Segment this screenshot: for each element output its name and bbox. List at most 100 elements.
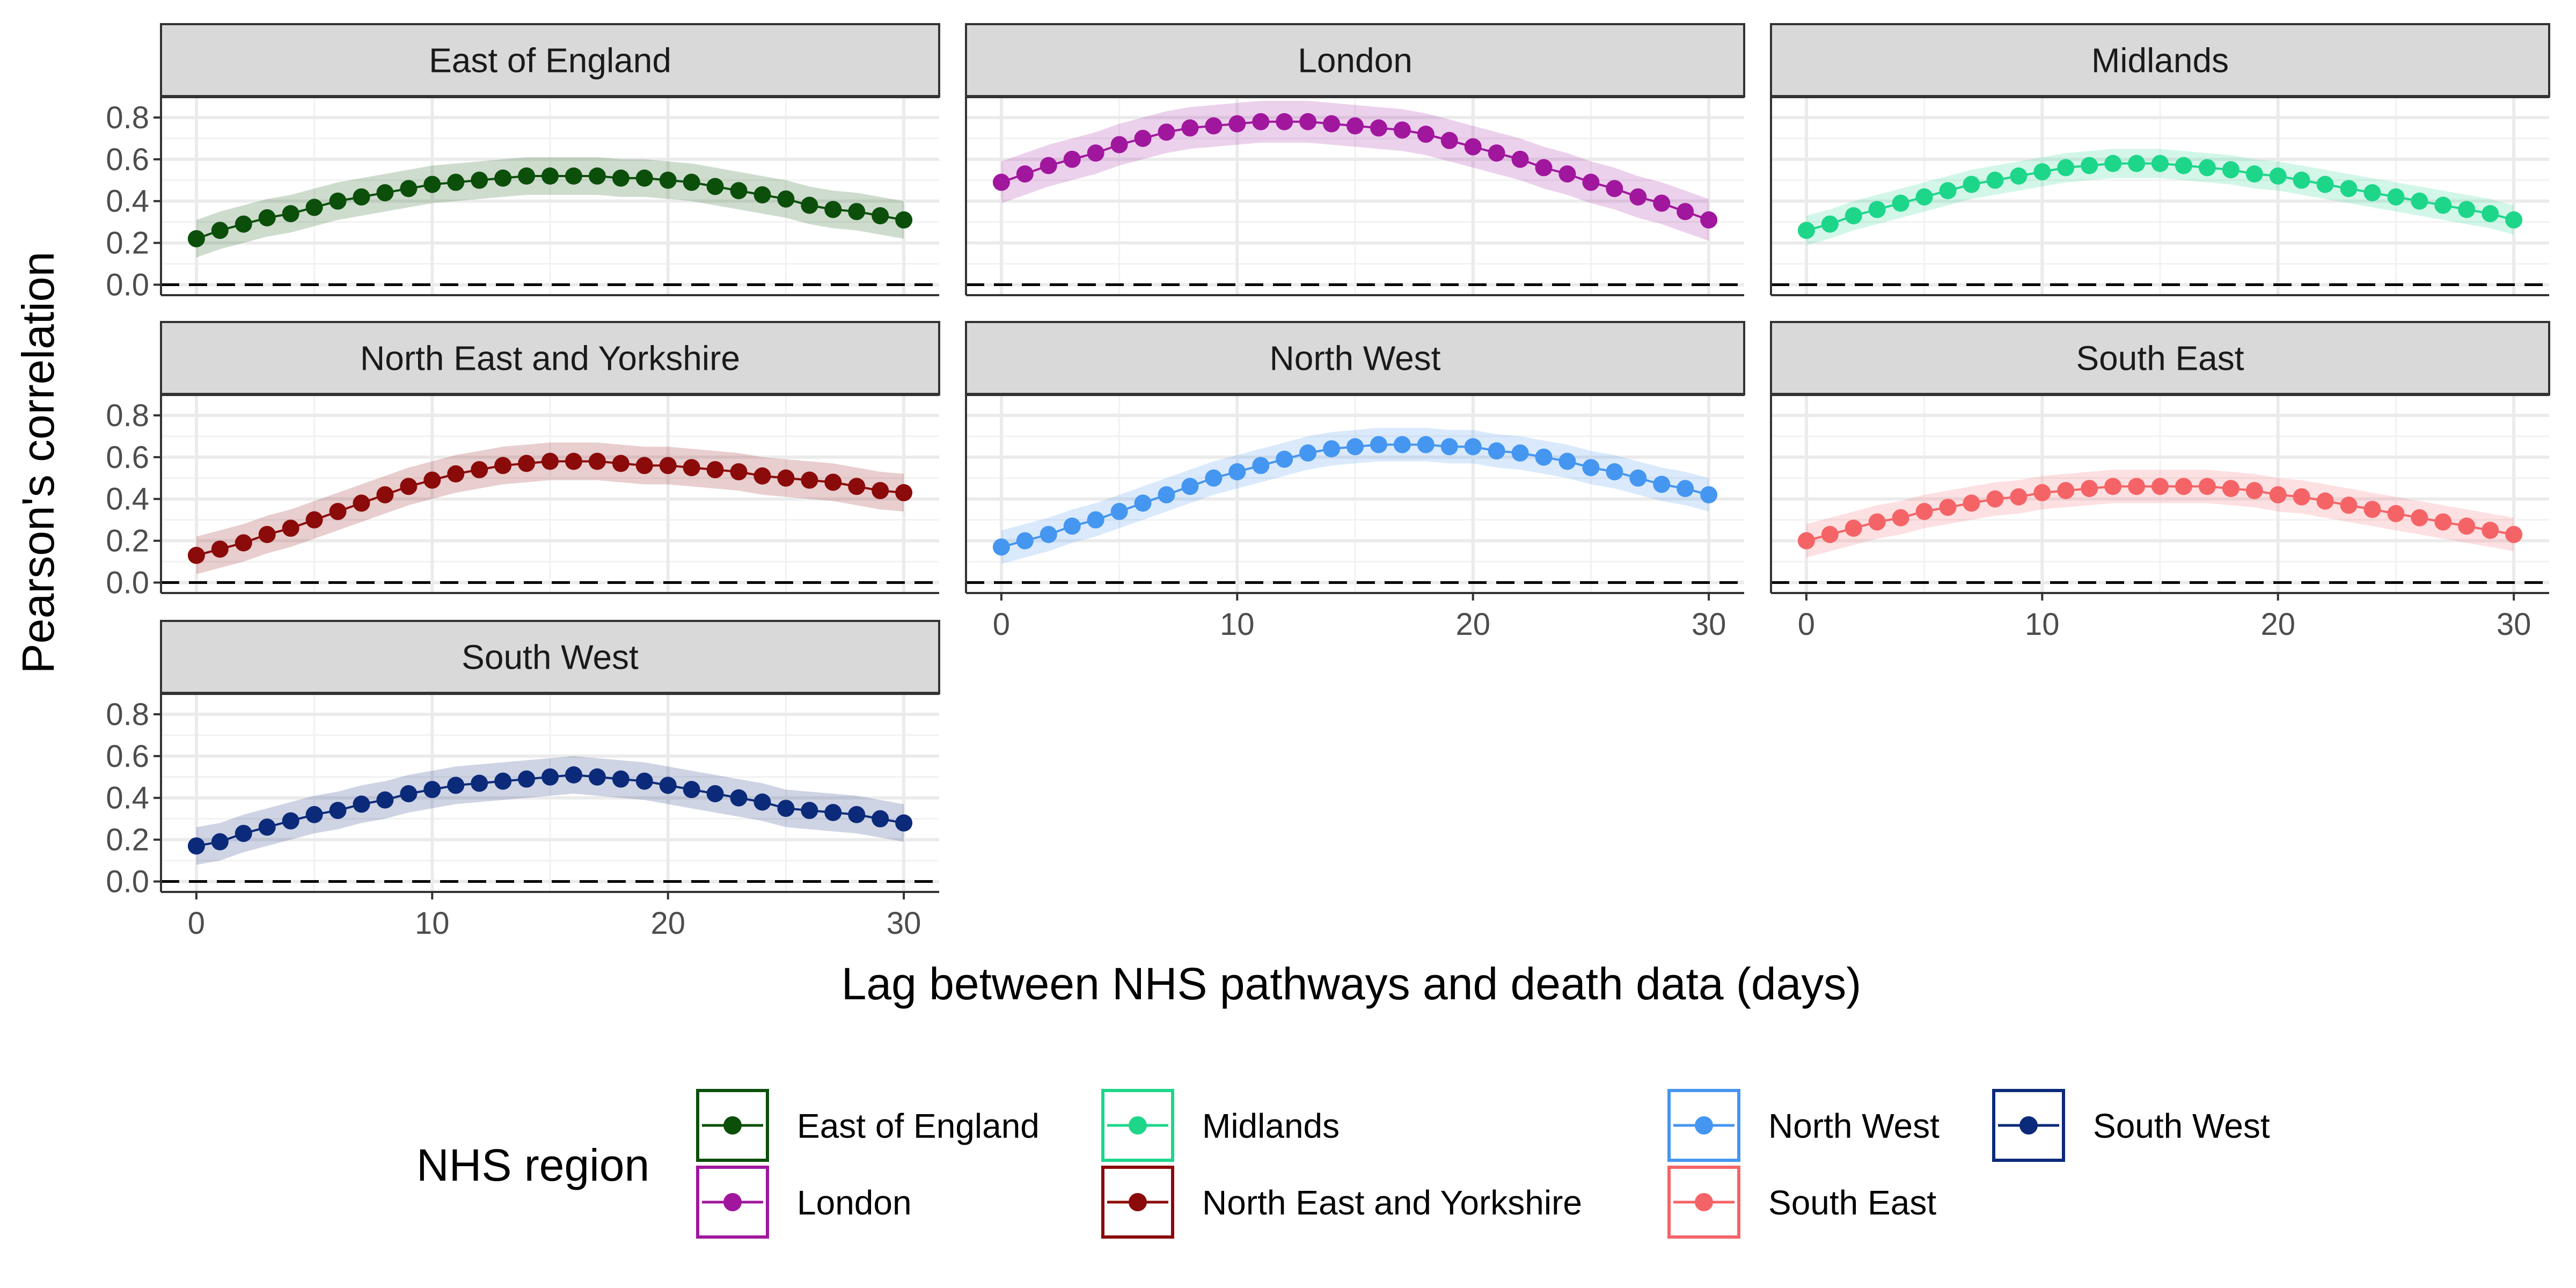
data-point	[1868, 201, 1886, 218]
x-tick-label: 30	[2497, 607, 2531, 642]
data-point	[187, 546, 205, 564]
data-point	[282, 812, 299, 830]
facet-north-east-and-yorkshire: North East and Yorkshire 0.0 0.2 0.4 0.6 0.8	[106, 321, 940, 601]
legend-label: North East and Yorkshire	[1202, 1183, 1582, 1222]
y-tick-label: 0.0	[106, 268, 149, 303]
data-point	[777, 190, 795, 208]
data-point	[1535, 159, 1553, 177]
data-point	[2010, 167, 2028, 185]
data-point	[2434, 196, 2452, 214]
data-point	[1393, 436, 1411, 453]
data-point	[187, 230, 205, 247]
data-point	[2411, 192, 2428, 210]
legend-key-point	[723, 1116, 742, 1135]
facet-strip	[160, 321, 940, 396]
data-point	[518, 455, 536, 472]
data-point	[2505, 525, 2523, 543]
data-point	[423, 175, 441, 193]
data-point	[1582, 173, 1600, 191]
data-point	[1821, 525, 1839, 543]
data-point	[588, 167, 606, 185]
data-point	[683, 173, 700, 191]
data-point	[1653, 194, 1671, 212]
data-point	[376, 486, 394, 503]
data-point	[1892, 509, 1909, 526]
data-point	[2104, 478, 2122, 495]
data-point	[1110, 136, 1128, 153]
data-point	[2151, 155, 2169, 172]
data-point	[2482, 522, 2499, 539]
data-point	[565, 766, 582, 784]
data-point	[872, 810, 889, 828]
facet-strip	[160, 620, 940, 694]
data-point	[1606, 180, 1623, 197]
facet-strip	[1770, 321, 2550, 396]
data-point	[282, 205, 299, 223]
y-tick-label: 0.8	[106, 697, 149, 732]
data-point	[211, 222, 229, 239]
data-point	[376, 791, 394, 809]
x-tick-label: 10	[2025, 607, 2060, 642]
y-tick-label: 0.6	[106, 739, 149, 774]
data-point	[612, 455, 630, 472]
y-axis-title: Pearson's correlation	[13, 252, 63, 674]
data-point	[235, 534, 252, 552]
data-point	[2175, 478, 2192, 495]
data-point	[612, 169, 630, 187]
data-point	[1653, 475, 1671, 493]
facet-strip	[965, 321, 1745, 396]
data-point	[1158, 123, 1175, 141]
data-point	[1677, 203, 1694, 221]
data-point	[753, 793, 771, 811]
data-point	[2198, 478, 2216, 495]
data-point	[1110, 503, 1128, 521]
data-point	[400, 785, 418, 802]
data-point	[1700, 211, 1718, 229]
data-point	[2458, 517, 2476, 535]
legend-key-point	[1129, 1116, 1147, 1135]
facet-strip	[1770, 23, 2550, 98]
data-point	[541, 452, 559, 470]
data-point	[1963, 175, 1980, 193]
data-point	[635, 772, 653, 790]
legend-key-point	[1695, 1116, 1713, 1135]
data-point	[2151, 478, 2169, 495]
data-point	[1252, 457, 1270, 474]
facet-panels: East of England 0.0 0.2 0.4 0.6 0.8 London Midl…	[106, 23, 2550, 941]
data-point	[1488, 144, 1505, 162]
data-point	[1228, 115, 1246, 133]
facet-south-east: South East 0 10 20 30	[1770, 321, 2550, 642]
facet-strip	[160, 23, 940, 98]
data-point	[659, 777, 677, 794]
data-point	[1323, 440, 1341, 458]
data-point	[211, 833, 229, 851]
data-point	[494, 772, 512, 790]
data-point	[1939, 182, 1957, 200]
data-point	[1040, 525, 1057, 543]
data-point	[2057, 482, 2075, 500]
data-point	[423, 471, 441, 489]
y-tick-label: 0.4	[106, 781, 149, 816]
data-point	[895, 484, 913, 502]
data-point	[1558, 165, 1576, 183]
data-point	[518, 770, 536, 788]
data-point	[1440, 438, 1458, 456]
data-point	[1797, 532, 1815, 550]
data-point	[2363, 184, 2381, 202]
data-point	[730, 463, 748, 481]
data-point	[353, 188, 370, 206]
data-point	[801, 196, 818, 214]
confidence-ribbon	[1806, 470, 2514, 558]
x-axis-title: Lag between NHS pathways and death data …	[841, 958, 1862, 1009]
data-point	[730, 789, 748, 807]
data-point	[1582, 459, 1600, 477]
data-point	[187, 837, 205, 855]
data-point	[2316, 175, 2334, 193]
data-point	[1464, 138, 1482, 156]
data-point	[400, 478, 418, 495]
facet-strip-label: London	[1298, 41, 1413, 80]
data-point	[824, 804, 842, 821]
data-point	[494, 169, 512, 187]
data-point	[1915, 503, 1933, 521]
